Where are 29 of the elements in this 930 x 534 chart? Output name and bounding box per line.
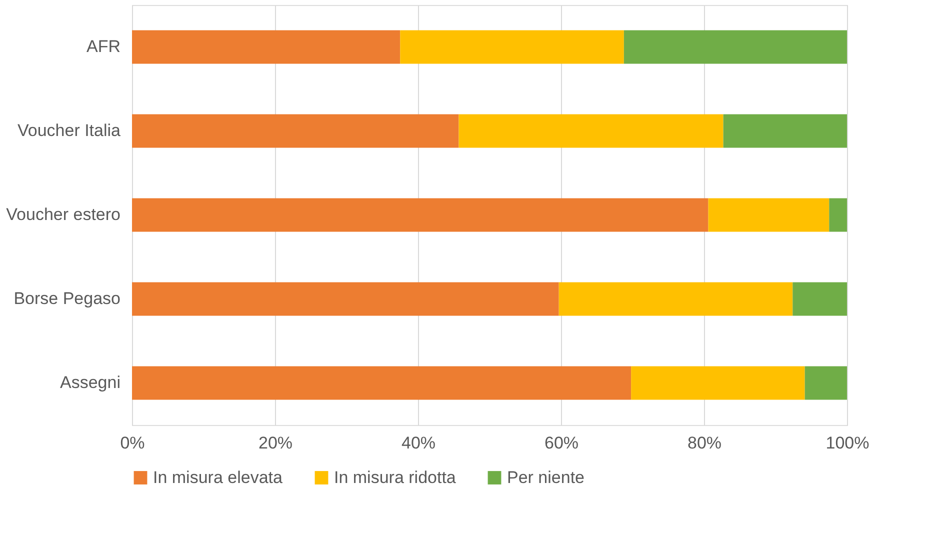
- bar: [132, 114, 459, 148]
- x-tick-label: 60%: [544, 434, 579, 452]
- bar: [400, 30, 624, 64]
- bar: [624, 30, 847, 64]
- legend-label: In misura ridotta: [334, 468, 456, 487]
- y-tick-label: Voucher estero: [6, 205, 120, 224]
- bar: [132, 198, 708, 232]
- legend-label: In misura elevata: [153, 468, 283, 487]
- bar: [132, 282, 559, 316]
- bar: [132, 30, 400, 64]
- y-tick-label: Borse Pegaso: [14, 289, 120, 308]
- bar: [631, 366, 805, 400]
- x-tick-label: 20%: [258, 434, 293, 452]
- legend-label: Per niente: [507, 468, 584, 487]
- bar: [708, 198, 830, 232]
- x-tick-label: 100%: [826, 434, 870, 452]
- x-tick-label: 40%: [401, 434, 436, 452]
- bar: [804, 366, 847, 400]
- bar: [792, 282, 847, 316]
- bar: [558, 282, 793, 316]
- bar: [723, 114, 847, 148]
- y-tick-label: Voucher Italia: [17, 121, 122, 140]
- bar: [132, 366, 632, 400]
- bar: [829, 198, 847, 232]
- y-tick-label: AFR: [86, 37, 120, 56]
- x-tick-label: 0%: [120, 434, 145, 452]
- x-tick-label: 80%: [687, 434, 722, 452]
- bar: [458, 114, 724, 148]
- y-tick-label: Assegni: [60, 373, 120, 392]
